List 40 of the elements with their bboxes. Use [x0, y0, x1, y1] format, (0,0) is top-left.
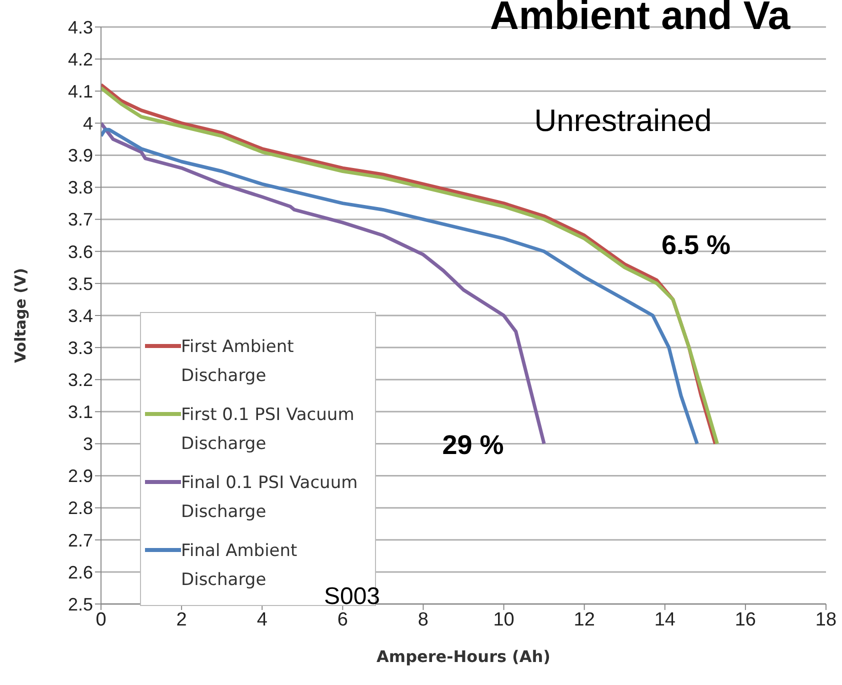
- y-tick-label: 3.1: [68, 402, 93, 422]
- y-axis-title: Voltage (V): [11, 268, 30, 363]
- y-tick-label: 2.5: [68, 594, 93, 614]
- x-tick-label: 6: [337, 609, 348, 630]
- y-tick-label: 4.2: [68, 49, 93, 70]
- y-tick-label: 3.4: [68, 306, 93, 326]
- x-tick-label: 8: [418, 609, 429, 630]
- y-tick-label: 2.8: [68, 498, 93, 518]
- y-tick-label: 2.7: [68, 530, 93, 550]
- y-tick-label: 3.6: [68, 242, 93, 262]
- annotation: Unrestrained: [533, 102, 713, 140]
- legend-label: Final Ambient Discharge: [181, 541, 298, 590]
- legend-label: Final 0.1 PSI Vacuum Discharge: [181, 472, 359, 524]
- x-tick-label: 2: [176, 609, 187, 630]
- y-tick-label: 4.1: [68, 82, 93, 102]
- y-tick-label: 3: [82, 434, 93, 454]
- annotation: 29 %: [441, 429, 505, 462]
- y-tick-label: 3.3: [68, 338, 93, 358]
- legend-label: First 0.1 PSI Vacuum Discharge: [181, 404, 356, 456]
- y-tick-label: 2.6: [68, 562, 93, 582]
- y-tick-label: 3.8: [68, 178, 93, 198]
- x-axis-title: Ampere-Hours (Ah): [376, 647, 550, 666]
- chart-title: Ambient and Va: [490, 0, 790, 39]
- y-tick-label: 3.7: [68, 210, 93, 230]
- x-tick-label: 0: [96, 609, 106, 630]
- y-tick-label: 4: [82, 114, 93, 134]
- x-tick-label: 14: [654, 609, 676, 630]
- y-tick-label: 2.9: [68, 466, 93, 486]
- y-tick-label: 3.5: [68, 274, 93, 294]
- x-tick-label: 10: [493, 609, 514, 630]
- annotation: 6.5 %: [660, 229, 732, 262]
- x-tick-label: 16: [734, 609, 756, 630]
- y-tick-label: 3.2: [68, 370, 93, 390]
- legend-label: First Ambient Discharge: [181, 336, 295, 388]
- y-tick-label: 4.3: [68, 17, 93, 38]
- x-tick-label: 4: [256, 609, 268, 630]
- y-tick-label: 3.9: [68, 146, 93, 166]
- x-tick-label: 12: [574, 609, 595, 630]
- x-tick-label: 18: [815, 609, 837, 630]
- annotation: S003: [322, 583, 382, 610]
